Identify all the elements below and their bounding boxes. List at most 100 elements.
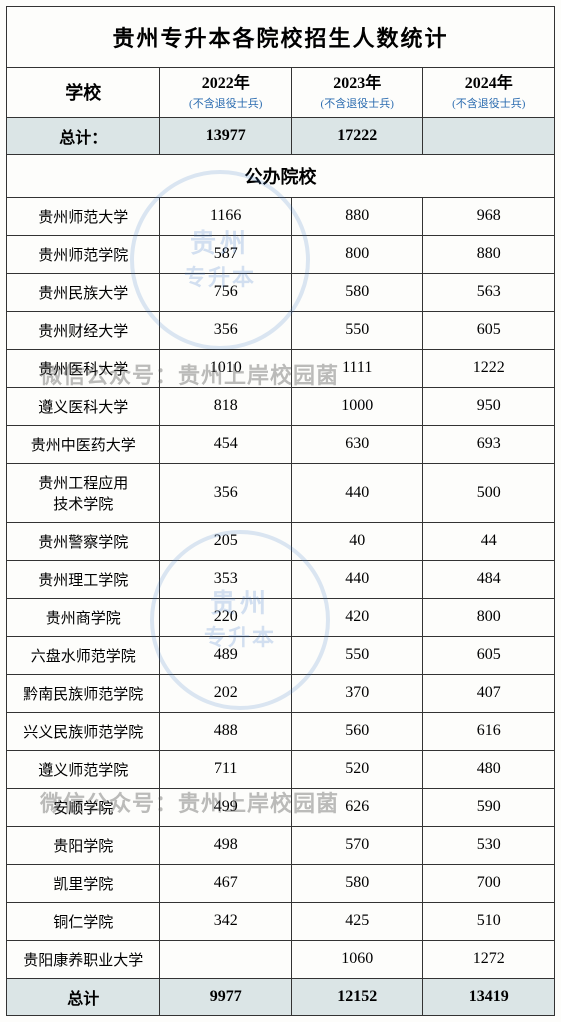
cell-value: 570 [291, 826, 423, 864]
cell-value: 454 [160, 425, 292, 463]
cell-value: 205 [160, 522, 292, 560]
bottom-total-row: 总计 9977 12152 13419 [7, 978, 555, 1015]
school-name: 凯里学院 [7, 864, 160, 902]
cell-value: 550 [291, 636, 423, 674]
year-label: 2022年 [162, 74, 289, 95]
table-row: 贵阳康养职业大学10601272 [7, 940, 555, 978]
school-name: 贵阳学院 [7, 826, 160, 864]
table-container: 贵州 专升本 贵州 专升本 微信公众号：贵州上岸校园菌 微信公众号：贵州上岸校园… [0, 0, 561, 1022]
table-row: 贵州中医药大学454630693 [7, 425, 555, 463]
cell-value: 498 [160, 826, 292, 864]
school-name: 贵州民族大学 [7, 273, 160, 311]
cell-value: 420 [291, 598, 423, 636]
cell-value: 800 [423, 598, 555, 636]
total-2024: 13419 [423, 978, 555, 1015]
school-name: 贵州商学院 [7, 598, 160, 636]
table-row: 铜仁学院342425510 [7, 902, 555, 940]
cell-value: 587 [160, 235, 292, 273]
cell-value: 499 [160, 788, 292, 826]
cell-value: 467 [160, 864, 292, 902]
cell-value: 580 [291, 864, 423, 902]
cell-value: 616 [423, 712, 555, 750]
school-name: 贵阳康养职业大学 [7, 940, 160, 978]
cell-value: 440 [291, 463, 423, 522]
table-title: 贵州专升本各院校招生人数统计 [7, 7, 555, 68]
cell-value: 605 [423, 311, 555, 349]
cell-value: 700 [423, 864, 555, 902]
cell-value: 40 [291, 522, 423, 560]
total-2023: 12152 [291, 978, 423, 1015]
total-label: 总计： [7, 117, 160, 154]
cell-value: 590 [423, 788, 555, 826]
table-row: 遵义医科大学8181000950 [7, 387, 555, 425]
cell-value: 950 [423, 387, 555, 425]
cell-value: 1166 [160, 197, 292, 235]
school-name: 遵义师范学院 [7, 750, 160, 788]
school-name: 贵州工程应用技术学院 [7, 463, 160, 522]
cell-value: 1111 [291, 349, 423, 387]
cell-value: 1000 [291, 387, 423, 425]
school-name: 贵州师范学院 [7, 235, 160, 273]
cell-value: 550 [291, 311, 423, 349]
table-row: 六盘水师范学院489550605 [7, 636, 555, 674]
cell-value: 370 [291, 674, 423, 712]
cell-value: 1060 [291, 940, 423, 978]
cell-value: 220 [160, 598, 292, 636]
table-row: 贵州警察学院2054044 [7, 522, 555, 560]
cell-value: 425 [291, 902, 423, 940]
total-2022: 9977 [160, 978, 292, 1015]
school-name: 贵州医科大学 [7, 349, 160, 387]
cell-value: 488 [160, 712, 292, 750]
cell-value: 440 [291, 560, 423, 598]
cell-value: 484 [423, 560, 555, 598]
school-name: 贵州师范大学 [7, 197, 160, 235]
title-row: 贵州专升本各院校招生人数统计 [7, 7, 555, 68]
school-name: 铜仁学院 [7, 902, 160, 940]
cell-value: 202 [160, 674, 292, 712]
section-row: 公办院校 [7, 154, 555, 197]
cell-value: 1010 [160, 349, 292, 387]
total-label: 总计 [7, 978, 160, 1015]
cell-value: 756 [160, 273, 292, 311]
header-2023: 2023年 (不含退役士兵) [291, 68, 423, 118]
cell-value: 480 [423, 750, 555, 788]
school-name: 六盘水师范学院 [7, 636, 160, 674]
table-row: 贵州师范学院587800880 [7, 235, 555, 273]
cell-value: 693 [423, 425, 555, 463]
cell-value: 580 [291, 273, 423, 311]
cell-value: 44 [423, 522, 555, 560]
cell-value: 880 [423, 235, 555, 273]
cell-value: 711 [160, 750, 292, 788]
table-row: 安顺学院499626590 [7, 788, 555, 826]
table-row: 贵州理工学院353440484 [7, 560, 555, 598]
cell-value: 563 [423, 273, 555, 311]
header-2024: 2024年 (不含退役士兵) [423, 68, 555, 118]
enrollment-table: 贵州专升本各院校招生人数统计 学校 2022年 (不含退役士兵) 2023年 (… [6, 6, 555, 1016]
cell-value: 510 [423, 902, 555, 940]
table-row: 兴义民族师范学院488560616 [7, 712, 555, 750]
table-row: 贵州医科大学101011111222 [7, 349, 555, 387]
table-row: 遵义师范学院711520480 [7, 750, 555, 788]
year-sub: (不含退役士兵) [294, 95, 421, 111]
cell-value: 880 [291, 197, 423, 235]
cell-value: 968 [423, 197, 555, 235]
cell-value: 800 [291, 235, 423, 273]
header-row: 学校 2022年 (不含退役士兵) 2023年 (不含退役士兵) 2024年 (… [7, 68, 555, 118]
year-sub: (不含退役士兵) [162, 95, 289, 111]
school-name: 安顺学院 [7, 788, 160, 826]
table-row: 贵州工程应用技术学院356440500 [7, 463, 555, 522]
cell-value [160, 940, 292, 978]
year-sub: (不含退役士兵) [425, 95, 552, 111]
table-row: 贵州商学院220420800 [7, 598, 555, 636]
table-row: 贵州师范大学1166880968 [7, 197, 555, 235]
year-label: 2023年 [294, 74, 421, 95]
table-row: 凯里学院467580700 [7, 864, 555, 902]
table-row: 黔南民族师范学院202370407 [7, 674, 555, 712]
cell-value: 489 [160, 636, 292, 674]
total-2022: 13977 [160, 117, 292, 154]
year-label: 2024年 [425, 74, 552, 95]
header-school: 学校 [7, 68, 160, 118]
total-2024 [423, 117, 555, 154]
cell-value: 407 [423, 674, 555, 712]
top-total-row: 总计： 13977 17222 [7, 117, 555, 154]
